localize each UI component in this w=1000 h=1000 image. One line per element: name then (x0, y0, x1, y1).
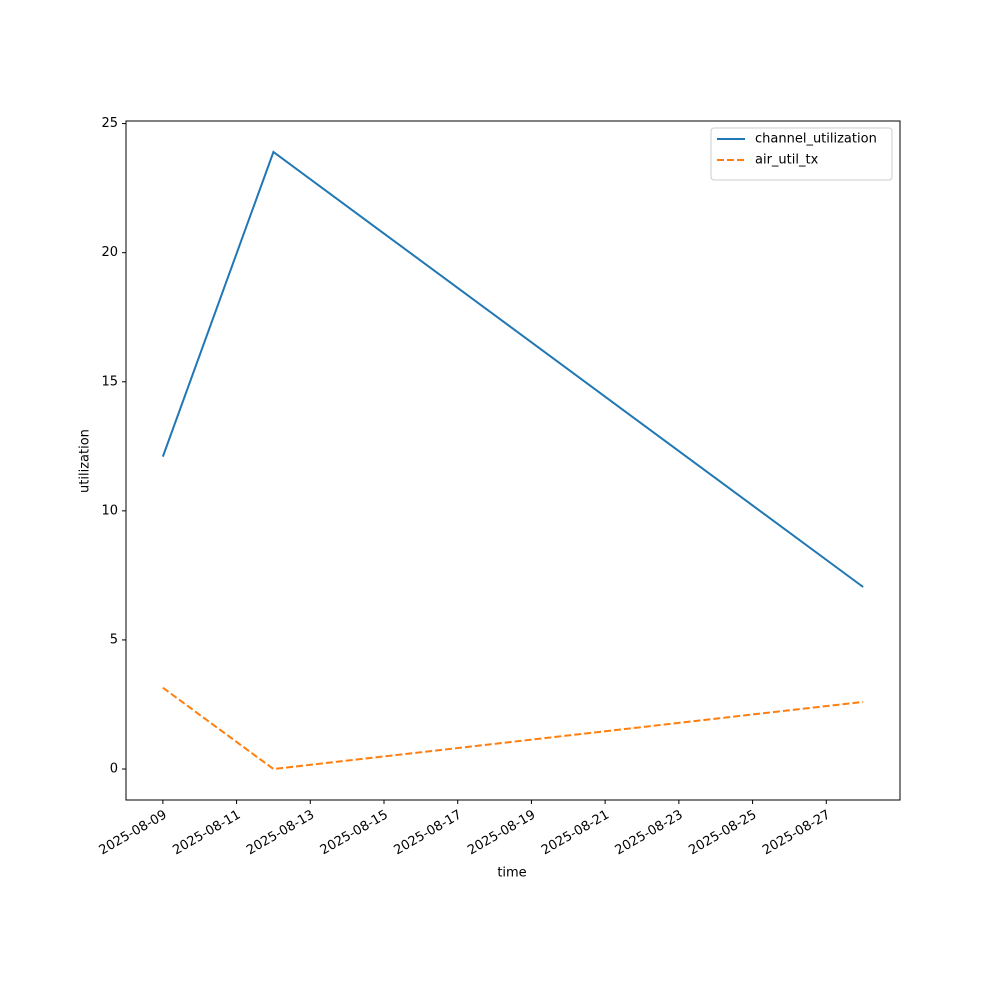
y-tick-label: 15 (101, 374, 118, 389)
y-tick-label: 20 (101, 245, 118, 260)
x-tick-label: 2025-08-15 (318, 808, 391, 859)
x-tick-label: 2025-08-19 (465, 808, 538, 859)
legend-box (710, 127, 893, 181)
y-tick-label: 5 (110, 632, 118, 647)
x-tick-label: 2025-08-09 (97, 808, 170, 859)
series-line (162, 686, 864, 771)
x-tick-label: 2025-08-25 (686, 808, 759, 859)
x-tick-label: 2025-08-27 (760, 808, 833, 859)
x-tick-label: 2025-08-13 (244, 808, 317, 859)
legend-label: channel_utilization (755, 132, 877, 147)
y-tick-label: 0 (110, 762, 118, 777)
y-tick-label: 25 (101, 116, 118, 131)
legend-label: air_util_tx (755, 153, 819, 168)
x-tick-label: 2025-08-23 (613, 808, 686, 859)
plot-frame (125, 120, 901, 801)
y-tick-label: 10 (101, 503, 118, 518)
series-line (161, 150, 864, 588)
x-tick-label: 2025-08-17 (392, 808, 465, 859)
x-tick-label: 2025-08-11 (170, 808, 243, 859)
x-tick-label: 2025-08-21 (539, 808, 612, 859)
y-axis-label: utilization (78, 429, 93, 493)
x-axis-label: time (497, 866, 526, 881)
